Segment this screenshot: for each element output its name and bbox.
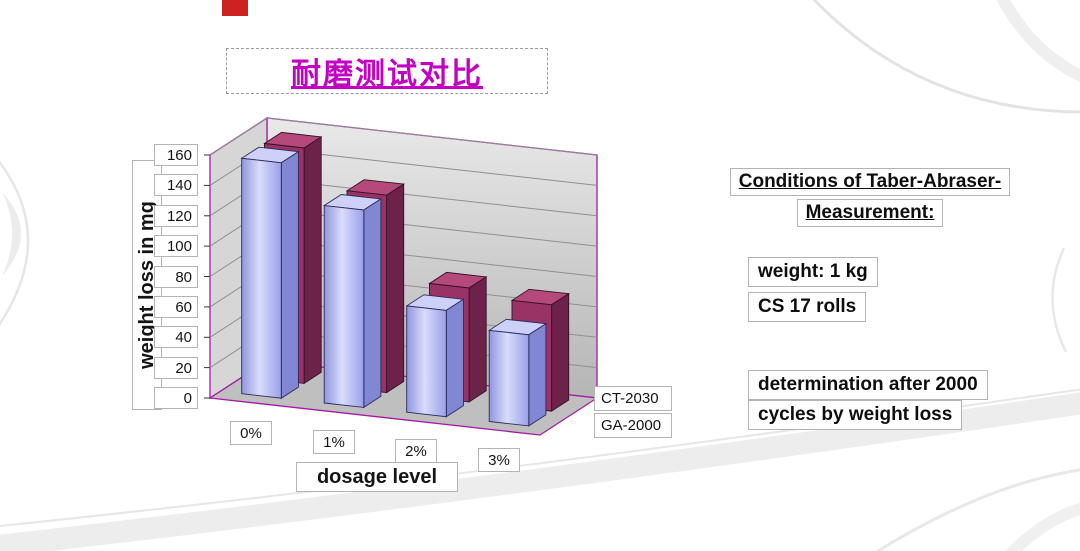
condition-note-line2: cycles by weight loss <box>748 400 963 430</box>
y-axis-tick-label: 100 <box>154 235 198 257</box>
x-axis-title: dosage level <box>296 462 458 492</box>
y-axis-tick-label: 20 <box>154 357 198 379</box>
slide-title: 耐磨测试对比 <box>226 48 548 94</box>
conditions-panel: Conditions of Taber-Abraser- Measurement… <box>700 168 1040 227</box>
y-axis-tick-label: 60 <box>154 296 198 318</box>
slide-title-text: 耐磨测试对比 <box>291 58 483 91</box>
y-axis-tick-label: 40 <box>154 326 198 348</box>
x-axis-category-label: 1% <box>313 430 355 454</box>
y-axis-tick-label: 120 <box>154 205 198 227</box>
series-label: GA-2000 <box>594 413 672 438</box>
x-axis-category-label: 2% <box>395 439 437 463</box>
x-axis-category-label: 0% <box>230 421 272 445</box>
series-label: CT-2030 <box>594 386 672 411</box>
y-axis-tick-label: 80 <box>154 266 198 288</box>
y-axis-tick-label: 0 <box>154 387 198 409</box>
condition-rolls: CS 17 rolls <box>748 292 867 322</box>
bar-chart-canvas <box>204 116 599 436</box>
condition-note-line1: determination after 2000 <box>748 370 988 400</box>
y-axis-tick-label: 160 <box>154 144 198 166</box>
conditions-heading-line2: Measurement: <box>796 199 944 227</box>
y-axis-tick-label: 140 <box>154 174 198 196</box>
x-axis-category-label: 3% <box>478 448 520 472</box>
condition-weight: weight: 1 kg <box>748 257 878 287</box>
template-corner-accent <box>222 0 248 16</box>
conditions-heading-line1: Conditions of Taber-Abraser- <box>729 168 1011 196</box>
